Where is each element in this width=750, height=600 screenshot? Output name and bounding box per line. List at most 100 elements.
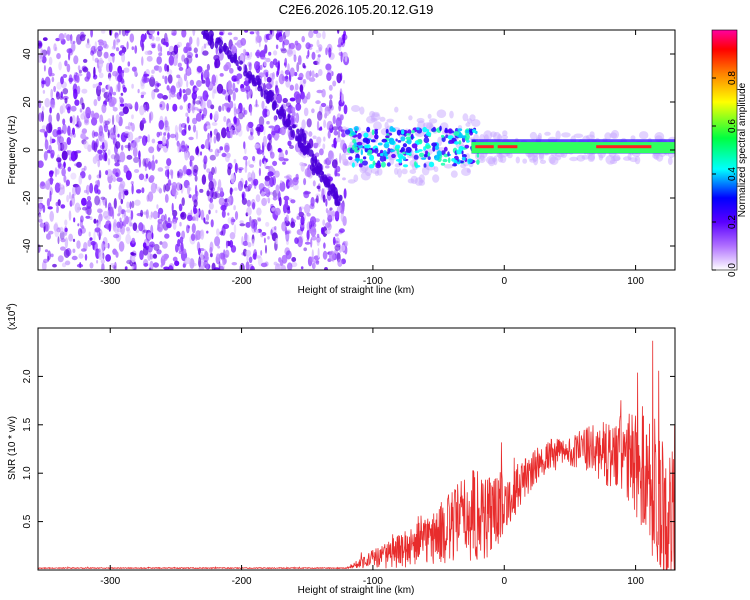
noise-speckle: [310, 226, 317, 238]
signal-scatter: [352, 144, 355, 151]
signal-scatter: [374, 129, 378, 136]
noise-speckle: [59, 226, 64, 233]
dispersion-trace-point: [309, 163, 316, 172]
noise-speckle: [282, 40, 285, 49]
noise-speckle: [333, 130, 339, 136]
colorbar-tick-label: 0.8: [727, 71, 738, 85]
noise-speckle: [209, 154, 216, 161]
noise-speckle: [118, 96, 123, 100]
noise-speckle: [186, 224, 190, 234]
noise-speckle: [272, 72, 275, 80]
noise-speckle: [39, 222, 45, 228]
noise-speckle: [234, 162, 238, 174]
signal-scatter: [405, 146, 412, 154]
noise-speckle: [268, 125, 275, 129]
noise-speckle: [255, 99, 258, 107]
noise-speckle: [328, 122, 333, 129]
signal-scatter: [364, 144, 369, 149]
noise-speckle: [293, 91, 301, 100]
noise-speckle: [49, 107, 52, 114]
colorbar: 0.0 0.2 0.4 0.6 0.8 Normalized spectral ampl…: [711, 29, 748, 277]
noise-speckle: [224, 144, 230, 153]
signal-scatter: [425, 144, 432, 149]
noise-speckle: [234, 187, 238, 191]
noise-speckle: [58, 33, 65, 41]
noise-speckle: [192, 30, 196, 36]
noise-speckle: [311, 235, 317, 241]
noise-speckle: [245, 55, 252, 60]
noise-speckle: [76, 75, 80, 83]
noise-speckle: [277, 147, 282, 153]
snr-xtick-label: 0: [501, 576, 507, 587]
noise-speckle: [268, 51, 272, 56]
noise-speckle: [90, 110, 94, 114]
noise-speckle: [83, 165, 87, 171]
noise-speckle: [211, 191, 218, 200]
noise-speckle: [77, 228, 83, 237]
noise-speckle: [252, 155, 256, 162]
noise-speckle: [340, 244, 346, 252]
noise-speckle: [285, 250, 292, 260]
spectrogram-y-label: Frequency (Hz): [7, 116, 18, 185]
noise-speckle: [84, 253, 88, 261]
noise-speckle: [107, 129, 110, 139]
noise-speckle: [283, 39, 290, 46]
noise-speckle: [132, 222, 138, 231]
noise-speckle: [182, 263, 186, 268]
noise-speckle: [243, 141, 246, 150]
noise-speckle: [120, 78, 125, 84]
noise-speckle: [70, 105, 77, 112]
signal-halo: [379, 116, 386, 122]
noise-speckle: [100, 196, 106, 200]
signal-halo: [461, 167, 471, 176]
spectrogram-ytick-label: 0: [22, 147, 33, 153]
noise-speckle: [53, 43, 57, 52]
noise-speckle: [54, 47, 58, 52]
noise-speckle: [123, 67, 130, 73]
noise-speckle: [148, 267, 152, 270]
signal-band-peak: [497, 145, 518, 149]
dispersion-trace-point: [325, 180, 330, 188]
noise-speckle: [118, 69, 122, 81]
noise-speckle: [323, 119, 327, 128]
noise-speckle: [127, 131, 134, 142]
noise-speckle: [85, 215, 91, 219]
noise-speckle: [38, 42, 42, 47]
noise-speckle: [164, 63, 168, 72]
signal-halo: [471, 119, 481, 127]
noise-speckle: [324, 267, 328, 270]
noise-speckle: [285, 78, 291, 88]
noise-speckle: [270, 151, 275, 159]
dispersion-trace-point: [292, 124, 296, 129]
noise-speckle: [44, 139, 49, 151]
noise-speckle: [262, 135, 267, 147]
noise-speckle: [38, 99, 42, 109]
spectrogram-ytick-label: 20: [22, 96, 33, 108]
noise-speckle: [289, 42, 295, 50]
noise-speckle: [159, 103, 163, 108]
noise-speckle: [294, 83, 299, 91]
noise-speckle: [234, 87, 239, 93]
noise-speckle: [286, 210, 291, 214]
signal-scatter: [414, 161, 417, 167]
signal-halo: [407, 178, 415, 184]
signal-halo: [634, 155, 641, 165]
noise-speckle: [332, 126, 339, 131]
noise-speckle: [187, 185, 191, 195]
signal-scatter: [461, 156, 466, 161]
noise-speckle: [191, 91, 197, 101]
signal-scatter: [423, 163, 427, 168]
noise-speckle: [219, 187, 224, 197]
noise-speckle: [328, 47, 332, 58]
dispersion-trace-point: [239, 60, 243, 65]
dispersion-trace-point: [209, 39, 215, 50]
noise-speckle: [337, 130, 341, 139]
noise-speckle: [48, 56, 53, 66]
signal-halo: [544, 131, 551, 136]
noise-speckle: [104, 243, 108, 248]
noise-speckle: [232, 82, 236, 92]
noise-speckle: [58, 61, 62, 71]
noise-speckle: [167, 132, 170, 140]
noise-speckle: [254, 61, 259, 70]
noise-speckle: [252, 202, 256, 210]
